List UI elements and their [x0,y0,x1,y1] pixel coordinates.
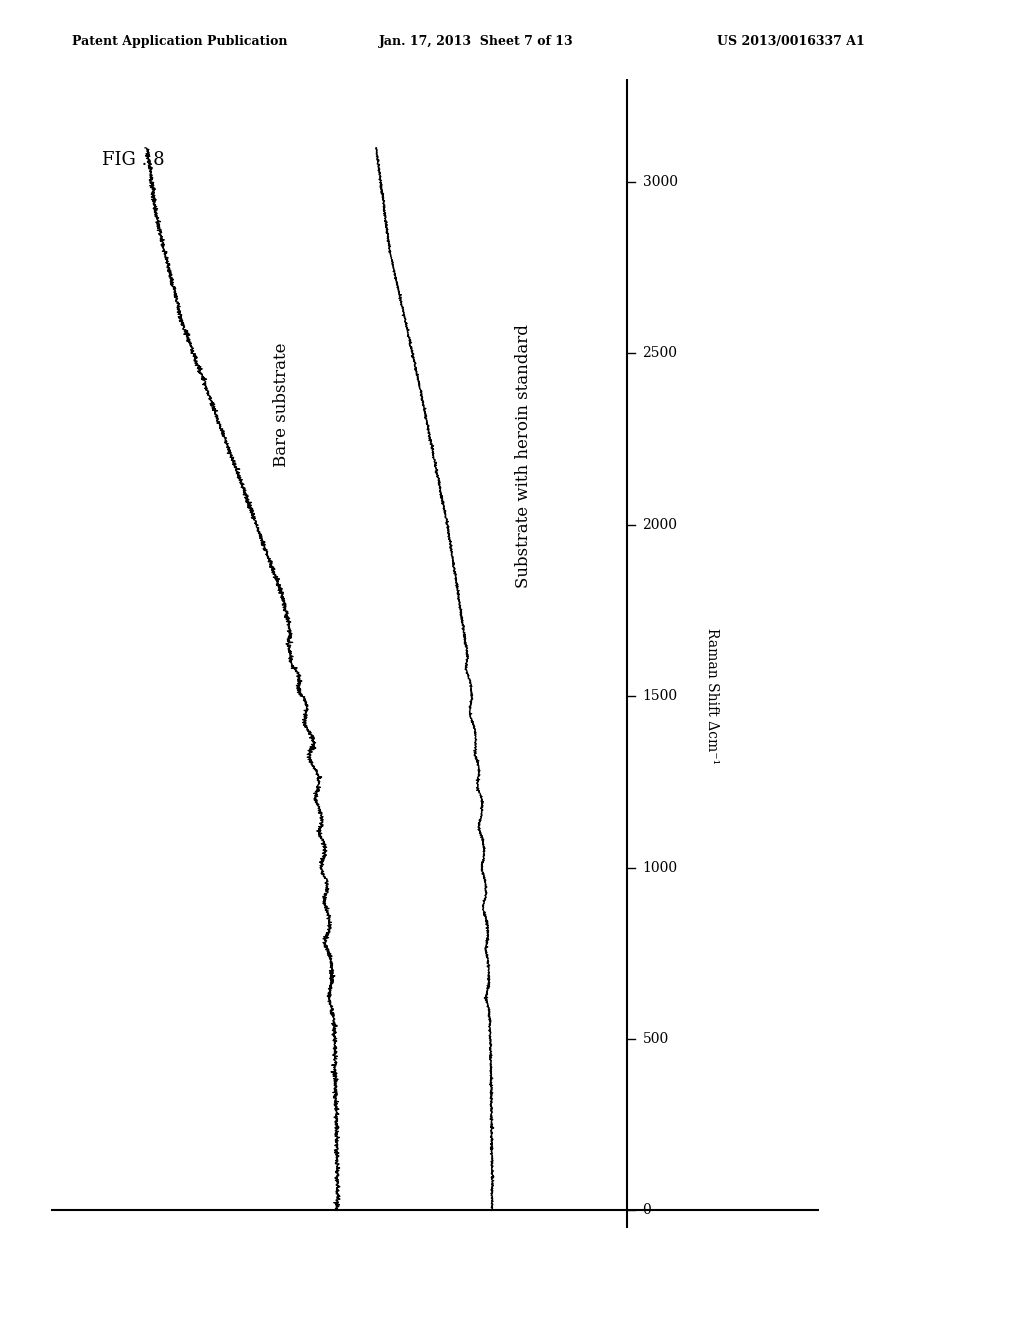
Text: 1500: 1500 [643,689,678,704]
Text: 1000: 1000 [643,861,678,875]
Text: 2000: 2000 [643,517,678,532]
Text: 2500: 2500 [643,346,678,360]
Text: Patent Application Publication: Patent Application Publication [72,34,287,48]
Text: 500: 500 [643,1032,669,1045]
Text: Substrate with heroin standard: Substrate with heroin standard [515,325,532,589]
Text: Raman Shift Δcm⁻¹: Raman Shift Δcm⁻¹ [705,628,719,764]
Text: US 2013/0016337 A1: US 2013/0016337 A1 [717,34,864,48]
Text: Bare substrate: Bare substrate [273,343,290,467]
Text: FIG . 8: FIG . 8 [102,150,165,169]
Text: 0: 0 [643,1204,651,1217]
Text: 3000: 3000 [643,176,678,189]
Text: Jan. 17, 2013  Sheet 7 of 13: Jan. 17, 2013 Sheet 7 of 13 [379,34,573,48]
